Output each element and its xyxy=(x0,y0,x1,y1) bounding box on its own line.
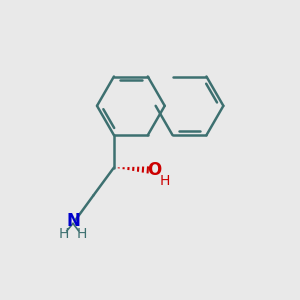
Text: N: N xyxy=(66,212,80,230)
Text: H: H xyxy=(160,174,170,188)
Text: H: H xyxy=(76,227,87,241)
Text: H: H xyxy=(59,227,69,241)
Text: O: O xyxy=(147,161,161,179)
